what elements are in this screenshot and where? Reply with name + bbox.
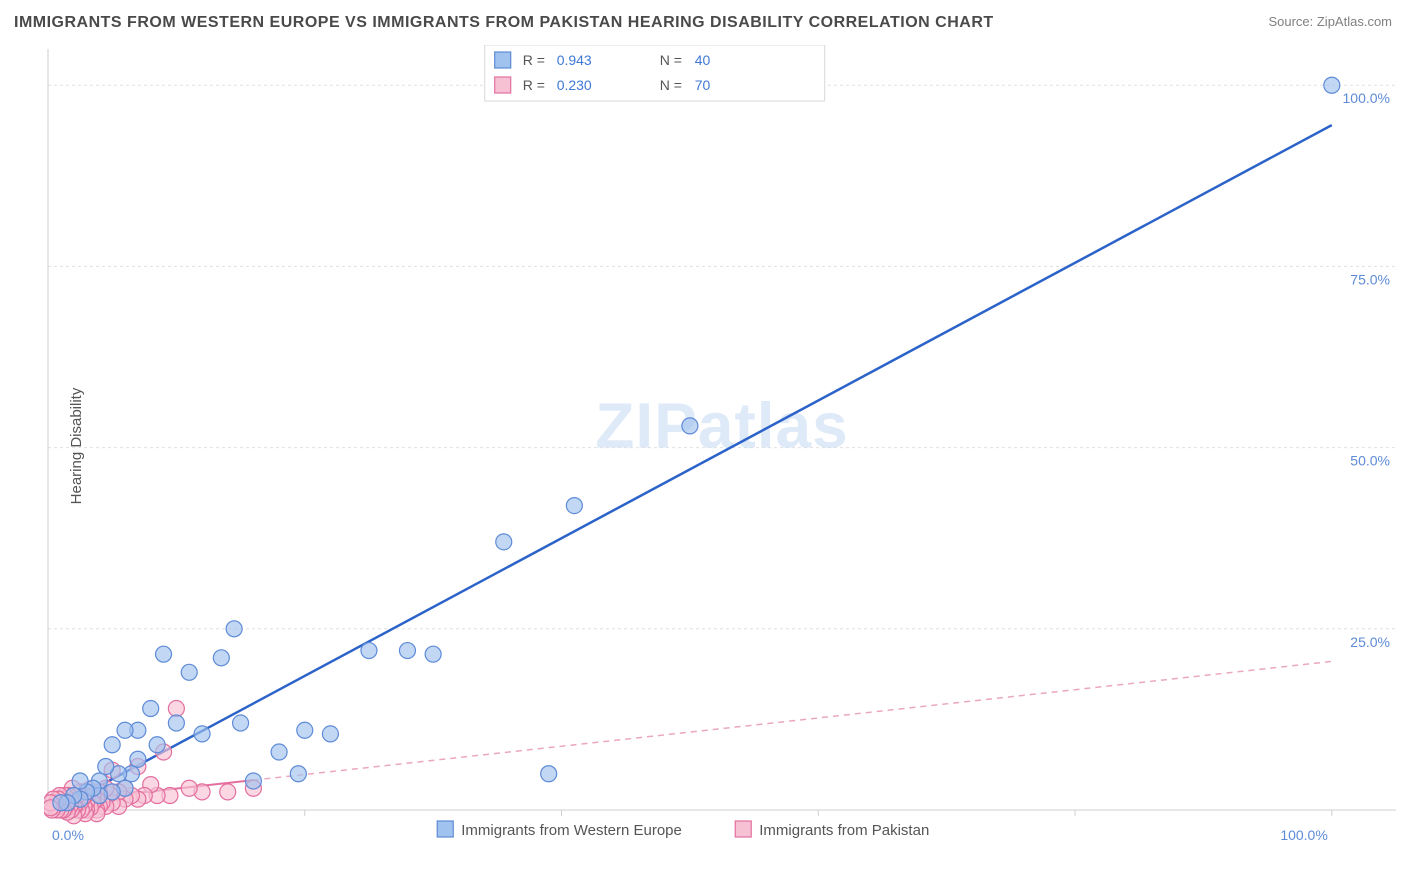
data-point-western-europe bbox=[290, 766, 306, 782]
trendline-western-europe bbox=[48, 125, 1332, 814]
y-tick-label: 50.0% bbox=[1350, 453, 1390, 469]
legend-series-label: Immigrants from Pakistan bbox=[759, 822, 929, 839]
source-label: Source: ZipAtlas.com bbox=[1268, 14, 1392, 29]
x-tick-label: 0.0% bbox=[52, 827, 84, 843]
data-point-western-europe bbox=[213, 650, 229, 666]
data-point-western-europe bbox=[104, 737, 120, 753]
legend-swatch bbox=[437, 821, 453, 837]
legend-swatch bbox=[495, 77, 511, 93]
data-point-western-europe bbox=[297, 722, 313, 738]
y-tick-label: 75.0% bbox=[1350, 271, 1390, 287]
data-point-western-europe bbox=[226, 621, 242, 637]
data-point-western-europe bbox=[156, 646, 172, 662]
legend-r-label: R = bbox=[523, 77, 545, 93]
watermark: ZIPatlas bbox=[595, 390, 848, 462]
data-point-western-europe bbox=[143, 701, 159, 717]
data-point-western-europe bbox=[72, 773, 88, 789]
data-point-western-europe bbox=[1324, 77, 1340, 93]
data-point-western-europe bbox=[566, 498, 582, 514]
data-point-western-europe bbox=[361, 643, 377, 659]
data-point-western-europe bbox=[322, 726, 338, 742]
chart-svg: 25.0% 50.0% 75.0% 100.0% 0.0% 100.0% ZIPatlas R… bbox=[44, 45, 1400, 850]
legend-n-value: 70 bbox=[695, 77, 711, 93]
data-point-western-europe bbox=[233, 715, 249, 731]
y-tick-label: 100.0% bbox=[1343, 90, 1390, 106]
data-point-western-europe bbox=[194, 726, 210, 742]
data-point-western-europe bbox=[245, 773, 261, 789]
chart-title: IMMIGRANTS FROM WESTERN EUROPE VS IMMIGR… bbox=[14, 14, 994, 32]
x-tick-label: 100.0% bbox=[1280, 827, 1327, 843]
legend-swatch bbox=[735, 821, 751, 837]
data-point-western-europe bbox=[682, 418, 698, 434]
data-point-pakistan bbox=[220, 784, 236, 800]
data-point-western-europe bbox=[130, 751, 146, 767]
legend-swatch bbox=[495, 52, 511, 68]
legend-r-value: 0.943 bbox=[557, 52, 592, 68]
data-point-western-europe bbox=[541, 766, 557, 782]
data-point-western-europe bbox=[181, 664, 197, 680]
y-tick-label: 25.0% bbox=[1350, 634, 1390, 650]
data-point-western-europe bbox=[399, 643, 415, 659]
trendline-pakistan-extrapolated bbox=[253, 661, 1331, 780]
legend-n-label: N = bbox=[660, 52, 682, 68]
data-point-pakistan bbox=[181, 780, 197, 796]
data-point-western-europe bbox=[98, 759, 114, 775]
legend-n-label: N = bbox=[660, 77, 682, 93]
data-point-pakistan bbox=[168, 701, 184, 717]
data-point-western-europe bbox=[496, 534, 512, 550]
data-point-western-europe bbox=[271, 744, 287, 760]
legend-n-value: 40 bbox=[695, 52, 711, 68]
data-point-western-europe bbox=[117, 722, 133, 738]
data-point-western-europe bbox=[168, 715, 184, 731]
legend-r-value: 0.230 bbox=[557, 77, 592, 93]
data-point-western-europe bbox=[425, 646, 441, 662]
legend-series-label: Immigrants from Western Europe bbox=[461, 822, 682, 839]
scatter-chart: 25.0% 50.0% 75.0% 100.0% 0.0% 100.0% ZIPatlas R… bbox=[44, 45, 1400, 850]
data-point-western-europe bbox=[53, 795, 69, 811]
legend-r-label: R = bbox=[523, 52, 545, 68]
data-point-western-europe bbox=[149, 737, 165, 753]
